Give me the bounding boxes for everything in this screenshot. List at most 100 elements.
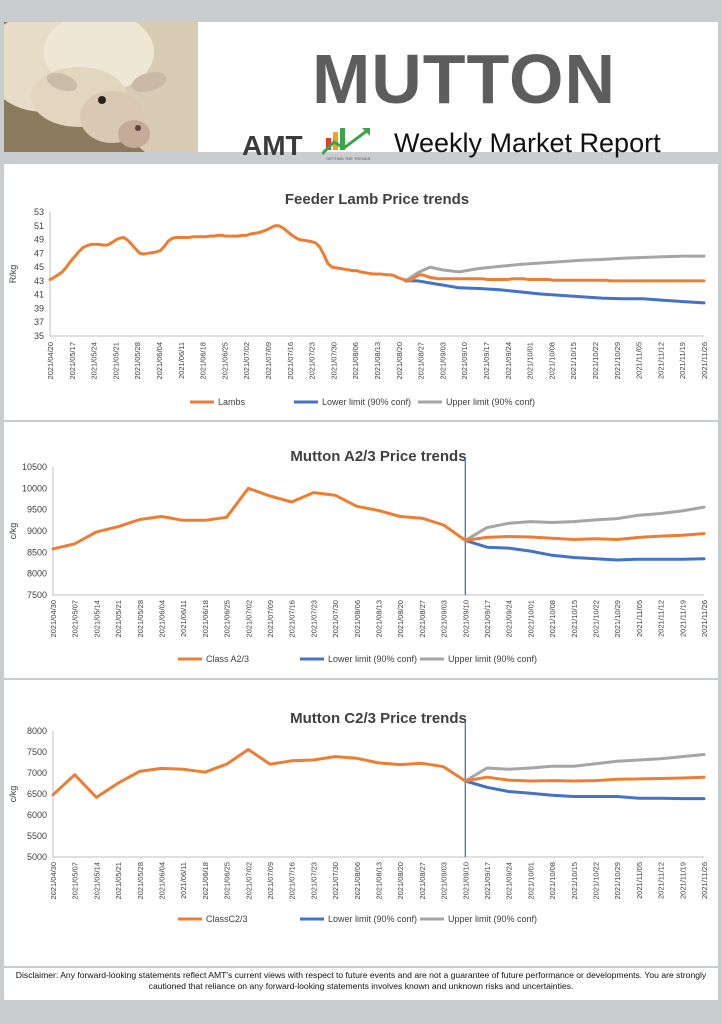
chart-title: Mutton A2/3 Price trends <box>290 448 466 465</box>
x-tick-label: 2021/09/17 <box>483 600 492 638</box>
x-tick-label: 2021/08/06 <box>353 600 362 638</box>
series-line <box>404 279 706 305</box>
y-tick-label: 7000 <box>27 768 47 778</box>
x-tick-label: 2021/05/14 <box>92 862 101 900</box>
x-tick-label: 2021/05/21 <box>114 600 123 638</box>
x-tick-label: 2021/06/25 <box>223 600 232 638</box>
mutton-a23-chart: Mutton A2/3 Price trends 7500 8000 8500 9000… <box>8 448 709 664</box>
y-tick-label: 49 <box>34 235 44 245</box>
x-tick-label: 2021/05/28 <box>136 862 145 900</box>
legend-label: Class A2/3 <box>206 654 249 664</box>
series-line <box>463 538 706 562</box>
x-tick-label: 2021/07/23 <box>309 862 318 900</box>
y-tick-label: 10000 <box>22 483 47 493</box>
x-tick-label: 2021/06/11 <box>177 342 186 379</box>
legend-label: Upper limit (90% conf) <box>448 914 537 924</box>
x-tick-label: 2021/10/08 <box>547 342 556 380</box>
legend-label: Upper limit (90% conf) <box>446 397 535 407</box>
feeder-lamb-chart: Feeder Lamb Price trends 35 37 39 41 43 45 47 49… <box>8 191 709 407</box>
x-tick-label: 2021/09/10 <box>460 342 469 380</box>
x-tick-label: 2021/09/17 <box>482 342 491 380</box>
x-tick-label: 2021/06/18 <box>201 862 210 900</box>
series-line <box>51 748 706 799</box>
x-tick-label: 2021/05/21 <box>114 862 123 900</box>
x-tick-label: 2021/09/24 <box>505 862 514 900</box>
y-tick-label: 47 <box>34 248 44 258</box>
x-tick-label: 2021/05/17 <box>68 342 77 380</box>
y-tick-label: 43 <box>34 276 44 286</box>
x-tick-label: 2021/09/17 <box>483 862 492 900</box>
x-tick-label: 2021/06/25 <box>223 862 232 900</box>
y-tick-label: 8500 <box>27 547 47 557</box>
x-tick-label: 2021/10/08 <box>548 600 557 638</box>
x-tick-label: 2021/09/10 <box>461 862 470 900</box>
y-tick-label: 5000 <box>27 852 47 862</box>
x-tick-label: 2021/06/25 <box>220 342 229 380</box>
sheep-photo <box>4 22 198 152</box>
x-tick-label: 2021/11/26 <box>700 342 709 379</box>
y-tick-label: 6500 <box>27 789 47 799</box>
x-tick-label: 2021/09/03 <box>440 862 449 900</box>
x-tick-label: 2021/10/15 <box>569 342 578 380</box>
x-tick-label: 2021/08/27 <box>418 862 427 900</box>
x-tick-label: 2021/11/26 <box>700 862 709 899</box>
x-tick-label: 2021/09/03 <box>440 600 449 638</box>
x-tick-label: 2021/06/04 <box>158 600 167 638</box>
y-tick-label: 41 <box>34 290 44 300</box>
x-tick-label: 2021/11/26 <box>700 600 709 637</box>
x-tick-label: 2021/08/20 <box>395 342 404 380</box>
x-tick-label: 2021/11/12 <box>657 862 666 899</box>
amt-logo: AMT GETTING THE TRENDS <box>242 122 382 164</box>
x-tick-label: 2021/11/05 <box>635 600 644 637</box>
x-tick-label: 2021/10/29 <box>613 342 622 380</box>
x-tick-label: 2021/07/02 <box>244 600 253 638</box>
x-tick-label: 2021/08/06 <box>351 342 360 380</box>
x-tick-label: 2021/06/04 <box>158 862 167 900</box>
page-title: MUTTON <box>311 40 617 118</box>
x-tick-label: 2021/10/15 <box>570 600 579 638</box>
x-tick-label: 2021/10/29 <box>613 862 622 900</box>
x-tick-label: 2021/11/19 <box>678 600 687 637</box>
mutton-c23-chart: Mutton C2/3 Price trends 5000 5500 6000 6500… <box>8 710 709 924</box>
x-tick-label: 2021/09/24 <box>504 342 513 380</box>
y-tick-label: 53 <box>34 207 44 217</box>
y-tick-label: 8000 <box>27 726 47 736</box>
x-tick-label: 2021/10/01 <box>526 862 535 900</box>
x-tick-label: 2021/10/01 <box>526 600 535 638</box>
x-tick-label: 2021/08/27 <box>418 600 427 638</box>
x-tick-label: 2021/08/27 <box>417 342 426 380</box>
report-header: MUTTON AMT GETTING THE TRENDS Weekly Mar… <box>4 22 718 161</box>
x-tick-label: 2021/07/09 <box>266 600 275 638</box>
x-tick-label: 2021/10/29 <box>613 600 622 638</box>
x-tick-label: 2021/09/10 <box>461 600 470 638</box>
x-tick-label: 2021/09/24 <box>505 600 514 638</box>
x-tick-label: 2021/05/28 <box>136 600 145 638</box>
x-tick-label: 2021/07/02 <box>244 862 253 900</box>
x-tick-label: 2021/07/23 <box>308 342 317 380</box>
x-tick-label: 2021/08/13 <box>373 342 382 380</box>
series-line <box>404 254 706 283</box>
x-tick-label: 2021/04/30 <box>49 600 58 638</box>
legend-label: Lower limit (90% conf) <box>328 914 417 924</box>
x-tick-label: 2021/07/30 <box>329 342 338 380</box>
x-tick-label: 2021/10/22 <box>592 862 601 900</box>
x-tick-label: 2021/11/05 <box>635 342 644 379</box>
logo-bars-icon <box>322 128 370 156</box>
y-tick-label: 9500 <box>27 505 47 515</box>
x-tick-label: 2021/05/07 <box>71 600 80 638</box>
y-tick-label: 35 <box>34 331 44 341</box>
y-tick-label: 6000 <box>27 810 47 820</box>
chart-title: Feeder Lamb Price trends <box>285 191 469 208</box>
series-line <box>463 753 706 783</box>
x-tick-label: 2021/11/12 <box>657 600 666 637</box>
x-tick-label: 2021/05/24 <box>90 342 99 380</box>
mutton-c23-chart-panel: Mutton C2/3 Price trends 5000 5500 6000 6500… <box>4 680 718 966</box>
x-tick-label: 2021/05/07 <box>71 862 80 900</box>
legend-label: Lambs <box>218 397 246 407</box>
x-tick-label: 2021/08/13 <box>375 600 384 638</box>
series-line <box>463 779 706 801</box>
x-tick-label: 2021/07/16 <box>286 342 295 380</box>
x-tick-label: 2021/07/09 <box>266 862 275 900</box>
x-tick-label: 2021/05/21 <box>111 342 120 380</box>
x-tick-label: 2021/04/20 <box>46 342 55 380</box>
